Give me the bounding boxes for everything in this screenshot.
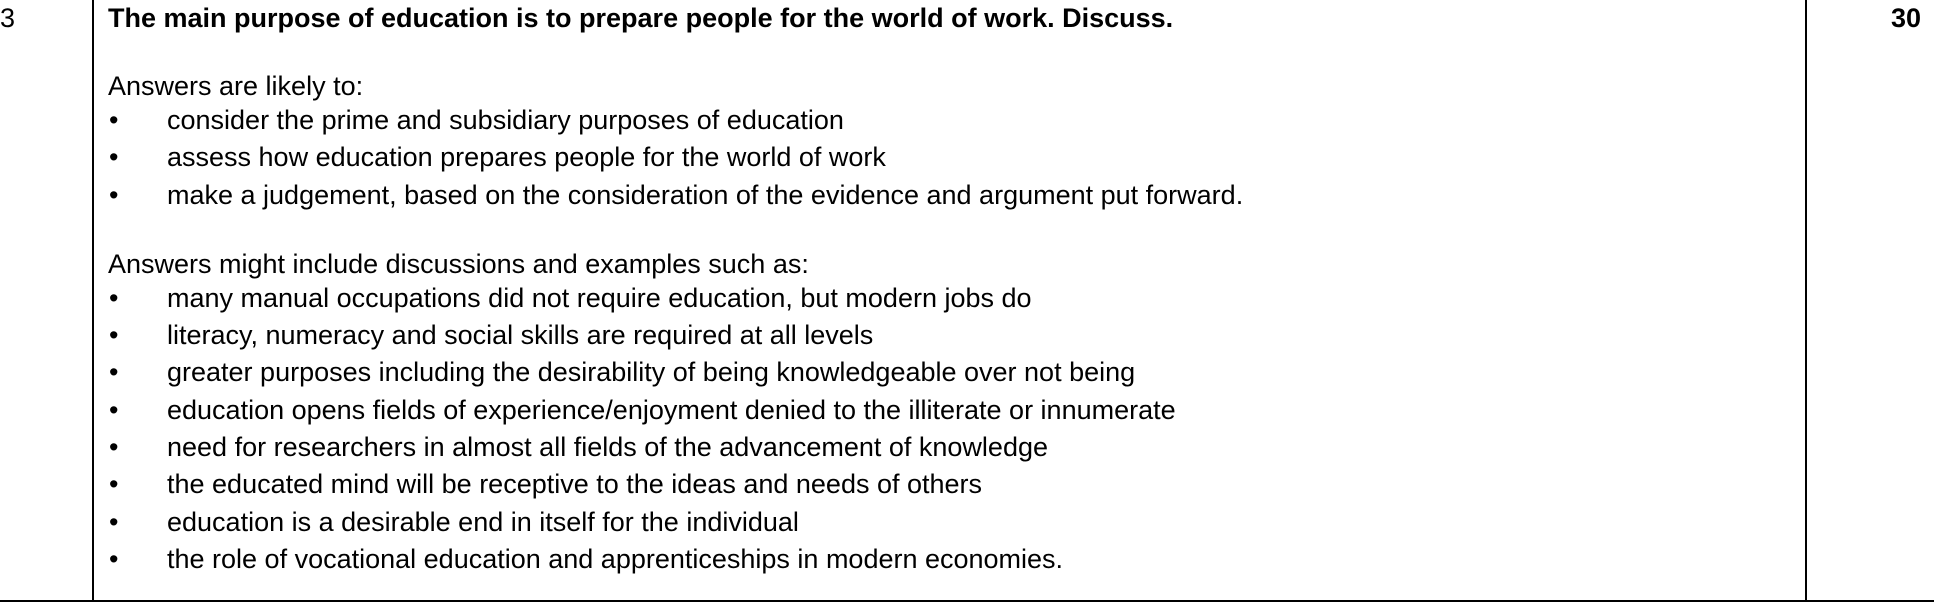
list-item-text: many manual occupations did not require …: [167, 282, 1032, 313]
list-item-text: education opens fields of experience/enj…: [167, 394, 1176, 425]
column-divider-right: [1805, 0, 1807, 600]
likely-intro: Answers are likely to:: [108, 71, 364, 101]
list-item: • consider the prime and subsidiary purpo…: [108, 102, 1788, 139]
bullet-icon: •: [109, 469, 119, 500]
row-bottom-border: [0, 600, 1934, 602]
list-item: • greater purposes including the desirabi…: [108, 354, 1788, 391]
list-item-text: consider the prime and subsidiary purpos…: [167, 105, 844, 135]
list-item: • need for researchers in almost all fiel…: [108, 429, 1788, 466]
list-item: • education is a desirable end in itself …: [108, 504, 1788, 541]
bullet-icon: •: [109, 432, 119, 463]
list-item-text: need for researchers in almost all field…: [167, 432, 1048, 463]
list-item-text: education is a desirable end in itself f…: [167, 506, 799, 537]
bullet-icon: •: [109, 282, 119, 313]
list-item: • many manual occupations did not require…: [108, 280, 1788, 317]
bullet-icon: •: [109, 506, 119, 537]
bullet-icon: •: [109, 142, 119, 173]
answer-guidance-cell: The main purpose of education is to prep…: [108, 2, 1788, 578]
bullet-icon: •: [109, 394, 119, 425]
marks-value: 30: [1890, 3, 1921, 33]
list-item: • assess how education prepares people fo…: [108, 139, 1788, 176]
question-title: The main purpose of education is to prep…: [108, 3, 1174, 33]
bullet-icon: •: [109, 105, 119, 135]
examples-list: • many manual occupations did not require…: [108, 280, 1788, 578]
likely-list: • consider the prime and subsidiary purpo…: [108, 102, 1788, 214]
bullet-icon: •: [109, 543, 119, 574]
list-item: • make a judgement, based on the consider…: [108, 177, 1788, 214]
bullet-icon: •: [109, 320, 119, 351]
bullet-icon: •: [109, 179, 119, 210]
list-item-text: make a judgement, based on the considera…: [167, 179, 1244, 210]
question-number: 3: [0, 3, 16, 33]
list-item-text: literacy, numeracy and social skills are…: [167, 320, 874, 351]
examples-intro: Answers might include discussions and ex…: [108, 248, 809, 279]
list-item: • the educated mind will be receptive to …: [108, 466, 1788, 503]
list-item-text: the educated mind will be receptive to t…: [167, 469, 983, 500]
list-item: • education opens fields of experience/en…: [108, 392, 1788, 429]
bullet-icon: •: [109, 357, 119, 388]
list-item: • literacy, numeracy and social skills ar…: [108, 317, 1788, 354]
list-item-text: assess how education prepares people for…: [167, 142, 886, 173]
column-divider-left: [92, 0, 94, 600]
list-item-text: greater purposes including the desirabil…: [167, 357, 1136, 388]
list-item-text: the role of vocational education and app…: [167, 543, 1064, 574]
list-item: • the role of vocational education and ap…: [108, 541, 1788, 578]
